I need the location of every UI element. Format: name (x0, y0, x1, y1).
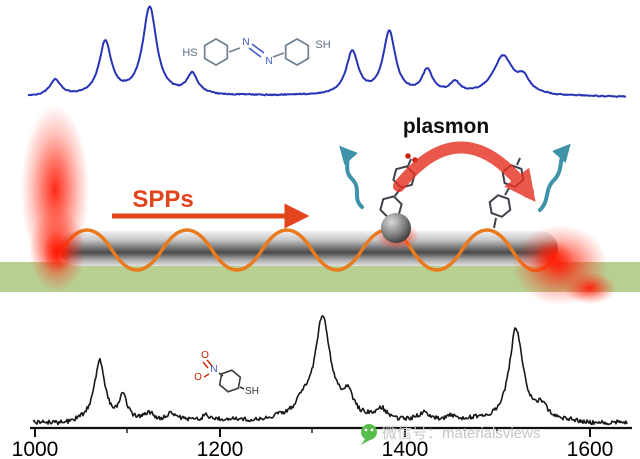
pntp-no-single-bond (203, 373, 210, 378)
top-spectrum-curve (27, 5, 627, 98)
molecule-right-top-bond (516, 157, 521, 166)
laser-core-glow (43, 232, 71, 272)
dmab-azo-double-bond-a (248, 47, 262, 58)
x-axis-tick-label-1000: 1000 (12, 438, 59, 459)
dmab-ring-right (284, 38, 310, 66)
dmab-azo-double-bond-b (251, 43, 265, 54)
pntp-o2-label: O (194, 372, 202, 383)
plasmon-label: plasmon (403, 115, 489, 138)
molecule-right-anchor-bond (493, 217, 497, 229)
pntp-no-double-bond-b (202, 361, 209, 369)
wechat-icon-bubble (361, 424, 377, 440)
x-axis-tick-label-1600: 1600 (567, 438, 614, 459)
molecule-right-azo-bond (504, 187, 510, 196)
molecule-dmab: HS N N SH (182, 37, 330, 67)
watermark-text: 微信号：materialsviews (382, 425, 540, 442)
dmab-hs-label: HS (182, 47, 197, 59)
pntp-sh-label: SH (245, 386, 259, 397)
molecule-right-ring1 (488, 194, 512, 218)
molecule-pntp: O N O SH (194, 350, 259, 397)
wire-end-glow (512, 225, 616, 305)
dmab-bond-2 (272, 52, 285, 58)
wire-end-glow-spill (564, 272, 616, 304)
pntp-bond-ring-sh (239, 386, 245, 390)
pntp-o1-label: O (201, 350, 209, 361)
wechat-icon-eye-right (370, 428, 374, 432)
pntp-n-label: N (210, 364, 217, 375)
nanoparticle (381, 213, 411, 243)
x-axis-tick-label-1200: 1200 (197, 438, 244, 459)
dmab-n2-label: N (265, 56, 272, 67)
dmab-bond-1 (228, 47, 241, 53)
spp-wave (60, 228, 559, 273)
wechat-icon-tail (361, 439, 370, 445)
spp-schematic: plasmon SPPs (0, 105, 640, 305)
watermark: 微信号：materialsviews (361, 424, 540, 445)
wechat-icon-eye-left (364, 428, 368, 432)
bottom-spectrum-curve (32, 315, 628, 426)
top-spectrum: HS N N SH (27, 5, 627, 98)
molecule-left-oxygen-atom-1 (405, 153, 411, 159)
dmab-ring-left (203, 38, 229, 66)
dmab-sh-label: SH (315, 39, 330, 51)
wechat-icon (361, 424, 377, 445)
pntp-no-double-bond-a (206, 359, 213, 367)
wire-end-glow-core (533, 240, 573, 276)
bottom-spectrum: O N O SH 1000 1200 1400 1600 (12, 315, 632, 459)
spps-label: SPPs (132, 186, 193, 213)
emission-arrow-left (339, 145, 364, 209)
plasmon-arrow (393, 141, 536, 202)
pntp-ring (218, 369, 242, 393)
x-axis-tick-label-1400: 1400 (382, 438, 429, 459)
emission-arrow-right (538, 143, 571, 212)
dmab-n1-label: N (242, 37, 249, 48)
laser-spot-glow (21, 105, 89, 292)
molecule-left-top-bond (407, 158, 412, 167)
